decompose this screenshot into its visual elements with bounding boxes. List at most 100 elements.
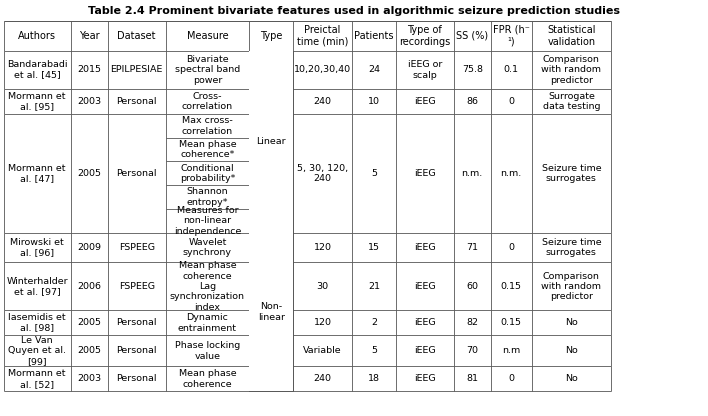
Text: 10: 10 (368, 97, 379, 106)
Text: Seizure time
surrogates: Seizure time surrogates (542, 163, 601, 183)
Text: 2009: 2009 (77, 243, 101, 252)
Text: 0: 0 (508, 243, 514, 252)
Text: 30: 30 (316, 282, 329, 291)
Text: 18: 18 (368, 374, 379, 384)
Text: Personal: Personal (116, 97, 157, 106)
Text: FPR (h⁻
¹): FPR (h⁻ ¹) (493, 25, 530, 47)
Text: Linear: Linear (256, 137, 286, 146)
Text: n.m.: n.m. (501, 169, 522, 178)
Text: Personal: Personal (116, 347, 157, 355)
Text: 60: 60 (467, 282, 478, 291)
Text: iEEG: iEEG (414, 97, 435, 106)
Text: Winterhalder
et al. [97]: Winterhalder et al. [97] (6, 277, 68, 296)
Text: Measures for
non-linear
independence: Measures for non-linear independence (173, 206, 241, 235)
Text: Dataset: Dataset (118, 31, 156, 41)
Text: 70: 70 (467, 347, 478, 355)
Text: Measure: Measure (187, 31, 228, 41)
Text: 0.1: 0.1 (503, 65, 519, 74)
Text: Preictal
time (min): Preictal time (min) (297, 25, 348, 47)
Text: 2005: 2005 (77, 318, 101, 327)
Text: Phase locking
value: Phase locking value (175, 341, 240, 361)
Text: Type of
recordings: Type of recordings (399, 25, 450, 47)
Text: iEEG: iEEG (414, 243, 435, 252)
Text: 10,20,30,40: 10,20,30,40 (294, 65, 351, 74)
Text: 0: 0 (508, 374, 514, 384)
Text: Personal: Personal (116, 318, 157, 327)
Text: iEEG: iEEG (414, 347, 435, 355)
Text: Comparison
with random
predictor: Comparison with random predictor (542, 55, 601, 85)
Text: 120: 120 (314, 243, 331, 252)
Text: Mormann et
al. [47]: Mormann et al. [47] (8, 163, 66, 183)
Text: n.m.: n.m. (462, 169, 483, 178)
Text: 75.8: 75.8 (462, 65, 483, 74)
Text: No: No (565, 318, 578, 327)
Text: FSPEEG: FSPEEG (119, 243, 154, 252)
Text: Statistical
validation: Statistical validation (547, 25, 595, 47)
Text: Iasemidis et
al. [98]: Iasemidis et al. [98] (8, 313, 66, 332)
Text: Bivariate
spectral band
power: Bivariate spectral band power (175, 55, 240, 85)
Text: 0.15: 0.15 (501, 318, 522, 327)
Text: FSPEEG: FSPEEG (119, 282, 154, 291)
Text: 120: 120 (314, 318, 331, 327)
Text: Conditional
probability*: Conditional probability* (180, 163, 235, 183)
Text: Mean phase
coherence*: Mean phase coherence* (178, 140, 236, 159)
Text: Authors: Authors (18, 31, 56, 41)
Text: n.m: n.m (502, 347, 520, 355)
Text: 240: 240 (314, 374, 331, 384)
Text: Surrogate
data testing: Surrogate data testing (542, 92, 600, 111)
Text: Max cross-
correlation: Max cross- correlation (182, 116, 233, 136)
Text: 240: 240 (314, 97, 331, 106)
Text: Wavelet
synchrony: Wavelet synchrony (183, 238, 232, 257)
Text: Type: Type (260, 31, 282, 41)
Text: 2005: 2005 (77, 347, 101, 355)
Text: iEEG: iEEG (414, 374, 435, 384)
Text: 86: 86 (467, 97, 478, 106)
Text: Shannon
entropy*: Shannon entropy* (187, 187, 228, 207)
Text: 2003: 2003 (77, 97, 101, 106)
Text: Mormann et
al. [95]: Mormann et al. [95] (8, 92, 66, 111)
Text: Le Van
Quyen et al.
[99]: Le Van Quyen et al. [99] (8, 336, 66, 366)
Text: Mirowski et
al. [96]: Mirowski et al. [96] (11, 238, 64, 257)
Text: 15: 15 (368, 243, 379, 252)
Text: Year: Year (79, 31, 100, 41)
Text: Bandarabadi
et al. [45]: Bandarabadi et al. [45] (7, 60, 67, 79)
Text: 5: 5 (371, 169, 377, 178)
Text: Non-
linear: Non- linear (258, 302, 285, 322)
Text: 5: 5 (371, 347, 377, 355)
Text: 2003: 2003 (77, 374, 101, 384)
Text: Personal: Personal (116, 374, 157, 384)
Text: No: No (565, 374, 578, 384)
Text: No: No (565, 347, 578, 355)
Text: 21: 21 (368, 282, 379, 291)
Text: Mean phase
coherence: Mean phase coherence (178, 369, 236, 389)
Text: 71: 71 (467, 243, 478, 252)
Text: EPILPESIAE: EPILPESIAE (110, 65, 163, 74)
Bar (249, 233, 293, 391)
Text: 2015: 2015 (77, 65, 101, 74)
Text: Variable: Variable (303, 347, 342, 355)
Text: iEEG: iEEG (414, 318, 435, 327)
Text: 2005: 2005 (77, 169, 101, 178)
Text: SS (%): SS (%) (456, 31, 489, 41)
Text: 81: 81 (467, 374, 478, 384)
Text: Dynamic
entrainment: Dynamic entrainment (178, 313, 237, 332)
Text: 0.15: 0.15 (501, 282, 522, 291)
Text: Seizure time
surrogates: Seizure time surrogates (542, 238, 601, 257)
Bar (249, 51, 293, 233)
Text: Personal: Personal (116, 169, 157, 178)
Text: Comparison
with random
predictor: Comparison with random predictor (542, 272, 601, 301)
Text: 2: 2 (371, 318, 377, 327)
Text: Patients: Patients (354, 31, 394, 41)
Text: 5, 30, 120,
240: 5, 30, 120, 240 (297, 163, 348, 183)
Text: 2006: 2006 (77, 282, 101, 291)
Text: Mean phase
coherence
Lag
synchronization
index: Mean phase coherence Lag synchronization… (170, 261, 245, 312)
Text: iEEG: iEEG (414, 282, 435, 291)
Text: 0: 0 (508, 97, 514, 106)
Text: Mormann et
al. [52]: Mormann et al. [52] (8, 369, 66, 389)
Text: 24: 24 (368, 65, 379, 74)
Text: Cross-
correlation: Cross- correlation (182, 92, 233, 111)
Text: Table 2.4 Prominent bivariate features used in algorithmic seizure prediction st: Table 2.4 Prominent bivariate features u… (88, 6, 620, 16)
Text: iEEG: iEEG (414, 169, 435, 178)
Text: 82: 82 (467, 318, 478, 327)
Text: iEEG or
scalp: iEEG or scalp (408, 60, 442, 79)
